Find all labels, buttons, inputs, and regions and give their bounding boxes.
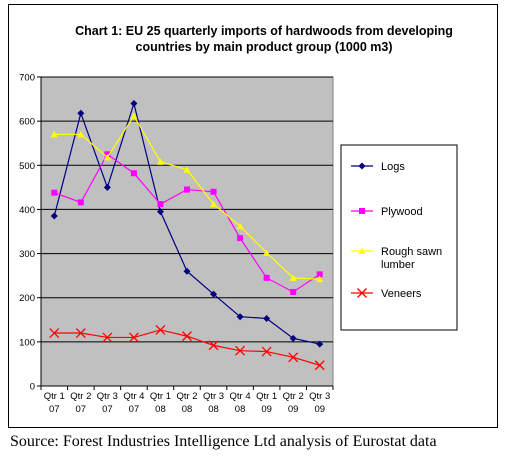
- y-tick-label: 600: [19, 117, 35, 128]
- point-logs: [77, 109, 85, 117]
- point-rough-sawn-lumber: [236, 222, 244, 230]
- x-tick-label: Qtr 3: [203, 391, 224, 402]
- legend-label-rough-sawn-lumber: lumber: [381, 259, 415, 271]
- x-tick-label-year: 07: [76, 404, 87, 415]
- point-logs: [210, 290, 218, 298]
- x-tick-label: Qtr 1: [256, 391, 277, 402]
- point-rough-sawn-lumber: [103, 153, 111, 161]
- legend-marker-rough-sawn-lumber: [358, 247, 366, 254]
- point-plywood: [184, 186, 190, 193]
- legend-marker-logs: [358, 162, 366, 170]
- legend-label-veneers: Veneers: [381, 288, 422, 300]
- point-plywood: [237, 235, 244, 242]
- legend-label-rough-sawn-lumber: Rough sawn: [381, 246, 442, 258]
- point-plywood: [263, 274, 270, 281]
- x-tick-label: Qtr 2: [70, 391, 91, 402]
- point-veneers: [288, 352, 299, 363]
- x-tick-label: Qtr 2: [283, 391, 304, 402]
- point-plywood: [316, 271, 323, 278]
- point-veneers: [235, 345, 246, 356]
- x-tick-label-year: 07: [102, 404, 113, 415]
- point-veneers: [314, 360, 325, 371]
- point-logs: [130, 99, 138, 107]
- point-logs: [289, 334, 297, 342]
- legend-label-logs: Logs: [381, 161, 405, 173]
- point-rough-sawn-lumber: [316, 275, 324, 283]
- x-tick-label: Qtr 3: [309, 391, 330, 402]
- x-tick-label-year: 07: [49, 404, 60, 415]
- point-plywood: [157, 201, 164, 208]
- point-veneers: [182, 331, 192, 342]
- point-veneers: [261, 346, 272, 357]
- point-veneers: [49, 328, 60, 338]
- point-rough-sawn-lumber: [130, 112, 138, 119]
- y-tick-label: 200: [19, 293, 35, 304]
- x-tick-label-year: 09: [288, 404, 299, 415]
- point-plywood: [51, 189, 58, 196]
- point-rough-sawn-lumber: [289, 274, 297, 281]
- point-plywood: [290, 288, 297, 295]
- point-rough-sawn-lumber: [50, 130, 58, 138]
- legend-marker-plywood: [359, 208, 365, 214]
- x-tick-label: Qtr 4: [123, 391, 144, 402]
- point-rough-sawn-lumber: [263, 249, 271, 256]
- point-logs: [236, 313, 244, 321]
- x-tick-label: Qtr 1: [44, 391, 65, 402]
- y-tick-label: 300: [19, 249, 35, 260]
- legend-label-plywood: Plywood: [381, 206, 423, 218]
- x-tick-label-year: 09: [261, 404, 272, 415]
- line-chart: 0 100 200 300 400 500 600 700 Qtr 1 07 Qtr 2 07 Qtr …: [19, 73, 458, 415]
- chart-title-line-2: countries by main product group (1000 m3…: [135, 40, 393, 54]
- x-tick-label: Qtr 3: [97, 391, 118, 402]
- chart-frame: Chart 1: EU 25 quarterly imports of hard…: [8, 4, 498, 428]
- point-veneers: [102, 332, 113, 343]
- chart-title-line-1: Chart 1: EU 25 quarterly imports of hard…: [75, 24, 453, 38]
- point-rough-sawn-lumber: [183, 166, 191, 173]
- x-tick-label-year: 08: [208, 404, 219, 415]
- y-tick-label: 700: [19, 73, 35, 84]
- x-tick-label-year: 07: [129, 404, 140, 415]
- y-tick-label: 0: [30, 382, 35, 393]
- point-rough-sawn-lumber: [77, 130, 85, 138]
- x-tick-label: Qtr 2: [176, 391, 197, 402]
- point-plywood: [77, 199, 84, 206]
- x-tick-label-year: 08: [235, 404, 246, 415]
- point-rough-sawn-lumber: [156, 158, 164, 165]
- source-note: Source: Forest Industries Intelligence L…: [10, 433, 437, 450]
- y-tick-label: 100: [19, 337, 35, 348]
- point-logs: [183, 267, 191, 275]
- point-logs: [50, 212, 58, 220]
- point-veneers: [128, 332, 139, 343]
- point-plywood: [130, 170, 137, 177]
- point-logs: [156, 208, 164, 216]
- x-tick-label-year: 09: [314, 404, 325, 415]
- x-tick-label-year: 08: [155, 404, 166, 415]
- point-rough-sawn-lumber: [210, 200, 218, 208]
- point-logs: [316, 340, 324, 348]
- legend-marker-veneers: [357, 288, 367, 298]
- x-tick-label: Qtr 4: [230, 391, 251, 402]
- point-logs: [103, 183, 111, 191]
- point-logs: [263, 314, 271, 322]
- y-tick-label: 500: [19, 161, 35, 172]
- point-veneers: [208, 340, 219, 351]
- y-tick-label: 400: [19, 205, 35, 216]
- x-tick-label-year: 08: [182, 404, 193, 415]
- point-veneers: [75, 328, 86, 338]
- point-veneers: [155, 324, 166, 335]
- legend: [340, 144, 458, 331]
- x-tick-label: Qtr 1: [150, 391, 171, 402]
- point-plywood: [210, 188, 217, 195]
